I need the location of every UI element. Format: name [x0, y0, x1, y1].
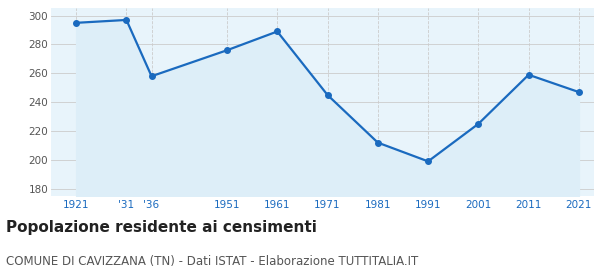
Text: COMUNE DI CAVIZZANA (TN) - Dati ISTAT - Elaborazione TUTTITALIA.IT: COMUNE DI CAVIZZANA (TN) - Dati ISTAT - …: [6, 255, 418, 268]
Text: Popolazione residente ai censimenti: Popolazione residente ai censimenti: [6, 220, 317, 235]
